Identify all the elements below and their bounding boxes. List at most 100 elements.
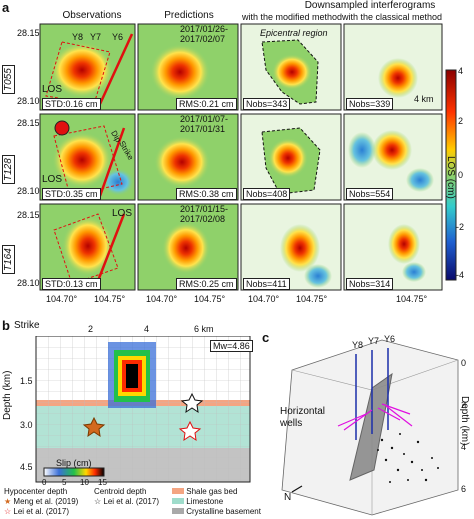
lat-tick: 28.10	[17, 186, 40, 196]
well-y8-label: Y8	[72, 32, 84, 42]
depth-tick: 3.0	[20, 420, 33, 430]
slip-patch	[108, 342, 156, 408]
track-label-t055: T055	[2, 65, 15, 94]
lat-tick: 28.15	[17, 28, 40, 38]
slip-tick: 15	[98, 478, 107, 487]
depth-tick: 0	[461, 358, 467, 368]
depth-axis-label: Depth (km)	[2, 370, 13, 420]
legend-shale: Shale gas bed	[172, 487, 261, 497]
lat-tick: 28.10	[17, 278, 40, 288]
track-label-t128: T128	[2, 155, 15, 184]
lei-hypocenter-marker	[178, 420, 202, 442]
north-arrow-label: N	[284, 492, 292, 503]
std-t055: STD:0.16 cm	[42, 98, 101, 110]
depth-tick: 4	[461, 442, 467, 452]
legend-centroid-title: Centroid depth	[94, 487, 147, 496]
panel-c-label: c	[262, 330, 270, 345]
rms-t128: RMS:0.38 cm	[176, 188, 237, 200]
x-tick: 6 km	[194, 324, 214, 334]
date-range-t164: 2017/01/15- 2017/02/08	[180, 204, 229, 224]
aftershocks	[377, 433, 439, 483]
std-t128: STD:0.35 cm	[42, 188, 101, 200]
nobs-mod-t128: Nobs=408	[243, 188, 291, 200]
lon-tick: 104.70°	[248, 294, 280, 304]
x-tick: 2	[88, 324, 94, 334]
lon-tick: 104.70°	[46, 294, 78, 304]
legend-lei-hypo: ☆ Lei et al. (2017)	[4, 507, 69, 516]
std-t164: STD:0.13 cm	[42, 278, 101, 290]
colorbar-tick: 4	[458, 66, 464, 76]
col-header-classical: with the classical method	[342, 12, 443, 22]
lon-tick: 104.75°	[396, 294, 428, 304]
epicentral-region-label: Epicentral region	[260, 28, 328, 38]
slip-tick: 5	[62, 478, 67, 487]
nobs-mod-t055: Nobs=343	[243, 98, 291, 110]
depth-tick: 1.5	[20, 376, 33, 386]
insar-grid	[39, 23, 457, 291]
colorbar-title: LOS (cm)	[445, 156, 456, 199]
nobs-mod-t164: Nobs=411	[243, 278, 290, 290]
depth-tick: 6	[461, 484, 467, 494]
row-t128	[39, 113, 443, 201]
colorbar-tick: -4	[456, 270, 465, 280]
slip-model	[35, 336, 251, 483]
slip-colorbar	[43, 467, 105, 477]
depth-tick: 4.5	[20, 462, 33, 472]
row-t055	[39, 23, 443, 111]
well-y8-label: Y8	[352, 340, 364, 350]
well-y7-label: Y7	[90, 32, 102, 42]
col-header-modified: with the modified method	[242, 12, 343, 22]
date-range-t055: 2017/01/26- 2017/02/07	[180, 24, 229, 44]
lat-tick: 28.15	[17, 210, 40, 220]
well-y6-label: Y6	[384, 334, 396, 344]
los-label: LOS	[42, 84, 63, 95]
legend-basement: Crystalline basement	[172, 507, 261, 517]
legend-centroid: Centroid depth ☆ Lei et al. (2017)	[94, 487, 159, 507]
col-header-predictions: Predictions	[164, 10, 214, 21]
nobs-cls-t164: Nobs=314	[346, 278, 394, 290]
legend-hypocenter: Hypocenter depth ★ Meng et al. (2019) ☆ …	[4, 487, 78, 517]
nobs-cls-t128: Nobs=554	[346, 188, 394, 200]
slip-colorbar-title: Slip (cm)	[56, 458, 92, 468]
legend-layers: Shale gas bed Limestone Crystalline base…	[172, 487, 261, 517]
lon-tick: 104.75°	[94, 294, 126, 304]
lat-tick: 28.15	[17, 118, 40, 128]
scale-bar-label: 4 km	[414, 94, 434, 104]
lei-centroid-marker	[180, 392, 204, 414]
legend-hypo-title: Hypocenter depth	[4, 487, 68, 496]
3d-fault-view	[281, 339, 459, 516]
lon-tick: 104.70°	[146, 294, 178, 304]
magnitude-label: Mw=4.86	[210, 340, 253, 352]
col-header-downsampled: Downsampled interferograms	[304, 0, 436, 11]
well-y7-label: Y7	[368, 336, 380, 346]
rms-t164: RMS:0.25 cm	[176, 278, 237, 290]
lon-tick: 104.75°	[296, 294, 328, 304]
track-label-t164: T164	[2, 245, 15, 274]
depth-tick: 2	[461, 400, 467, 410]
horizontal-wells	[337, 403, 413, 431]
legend-lei-centroid: ☆ Lei et al. (2017)	[94, 497, 159, 506]
lon-tick: 104.75°	[194, 294, 226, 304]
legend-meng: ★ Meng et al. (2019)	[4, 497, 79, 506]
los-label: LOS	[112, 208, 133, 219]
meng-hypocenter-marker	[82, 416, 106, 438]
los-colorbar	[445, 69, 457, 281]
row-t164	[39, 203, 443, 291]
slip-tick: 0	[42, 478, 47, 487]
nobs-cls-t055: Nobs=339	[346, 98, 394, 110]
strike-axis-label: Strike	[14, 320, 40, 331]
slip-tick: 10	[80, 478, 89, 487]
colorbar-tick: 0	[458, 170, 464, 180]
x-tick: 4	[144, 324, 150, 334]
colorbar-tick: -2	[456, 222, 465, 232]
legend-limestone: Limestone	[172, 497, 261, 507]
horizontal-wells-label: Horizontal wells	[280, 406, 326, 429]
panel-b-label: b	[2, 318, 10, 333]
well-y6-label: Y6	[112, 32, 124, 42]
panel-a-label: a	[2, 0, 10, 15]
lat-tick: 28.10	[17, 96, 40, 106]
los-label: LOS	[42, 174, 63, 185]
rms-t055: RMS:0.21 cm	[176, 98, 237, 110]
col-header-observations: Observations	[62, 10, 122, 21]
date-range-t128: 2017/01/07- 2017/01/31	[180, 114, 229, 134]
